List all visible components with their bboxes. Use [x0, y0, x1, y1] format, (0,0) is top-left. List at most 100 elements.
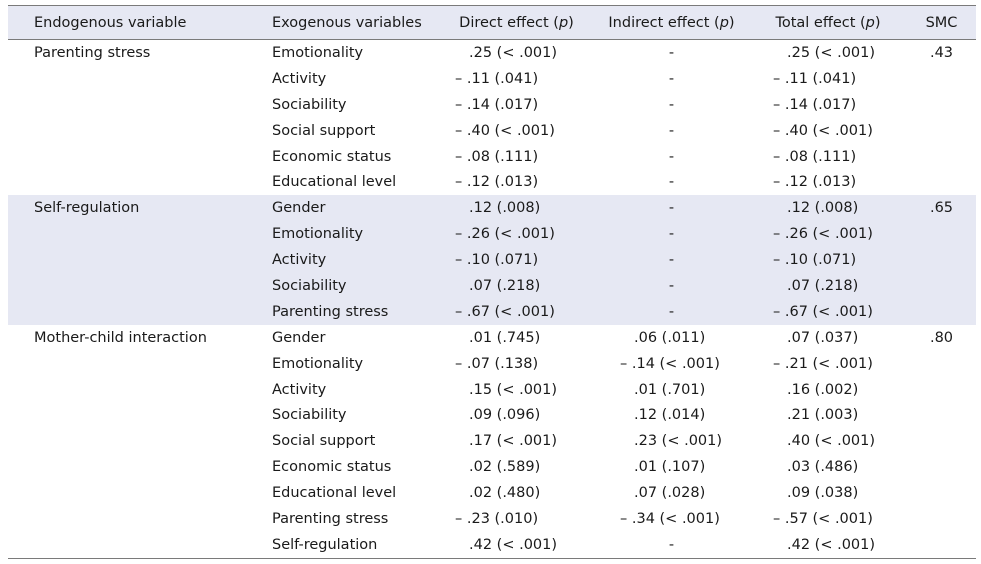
indirect-effect-cell: .12 (.014)	[594, 402, 749, 428]
indirect-effect-cell: – .14 (< .001)	[594, 351, 749, 377]
total-effect-cell: – .14 (.017)	[749, 92, 907, 118]
direct-effect-cell: .42 (< .001)	[439, 531, 594, 559]
exogenous-cell: Emotionality	[264, 40, 439, 66]
exogenous-cell: Parenting stress	[264, 298, 439, 325]
direct-effect-cell-text: – .14 (.017)	[455, 96, 539, 113]
exogenous-cell: Gender	[264, 325, 439, 351]
table-row: Self-regulation .42 (< .001) - .42 (< .001)	[8, 531, 976, 559]
header-smc: SMC	[907, 5, 976, 40]
indirect-effect-cell-text: -	[668, 226, 675, 243]
total-effect-cell-text: .16 (.002)	[787, 381, 859, 398]
exogenous-cell-text: Educational level	[272, 485, 397, 502]
exogenous-cell: Educational level	[264, 169, 439, 195]
direct-effect-cell-text: .02 (.480)	[469, 485, 541, 502]
exogenous-cell: Social support	[264, 428, 439, 454]
total-effect-cell: – .21 (< .001)	[749, 351, 907, 377]
indirect-effect-cell: -	[594, 247, 749, 274]
exogenous-cell: Emotionality	[264, 351, 439, 377]
total-effect-cell-text: .12 (.008)	[787, 200, 859, 217]
endogenous-cell: Mother-child interaction	[8, 325, 264, 351]
smc-cell	[907, 531, 976, 559]
exogenous-cell: Economic status	[264, 144, 439, 170]
exogenous-cell-text: Parenting stress	[272, 303, 389, 320]
total-effect-cell-text: .25 (< .001)	[787, 44, 876, 61]
exogenous-cell: Self-regulation	[264, 531, 439, 559]
total-effect-cell-text: – .11 (.041)	[773, 70, 857, 87]
exogenous-cell: Economic status	[264, 454, 439, 480]
endogenous-cell-text: Self-regulation	[34, 200, 140, 217]
indirect-effect-cell-text: .01 (.107)	[634, 459, 706, 476]
indirect-effect-cell-text: -	[668, 44, 675, 61]
indirect-effect-cell-text: -	[668, 536, 675, 553]
indirect-effect-cell: .06 (.011)	[594, 325, 749, 351]
smc-cell-text: .65	[929, 200, 954, 217]
indirect-effect-cell: – .34 (< .001)	[594, 506, 749, 532]
direct-effect-cell: – .07 (.138)	[439, 351, 594, 377]
header-exogenous: Exogenous variables	[264, 5, 439, 40]
indirect-effect-cell: -	[594, 273, 749, 299]
indirect-effect-cell-text: – .14 (< .001)	[620, 355, 720, 372]
smc-cell-text: .43	[929, 44, 954, 61]
indirect-effect-cell-text: .07 (.028)	[634, 485, 706, 502]
indirect-effect-cell: .23 (< .001)	[594, 428, 749, 454]
direct-effect-cell: .02 (.480)	[439, 480, 594, 506]
smc-cell	[907, 273, 976, 299]
indirect-effect-cell-text: .23 (< .001)	[634, 433, 723, 450]
smc-cell	[907, 298, 976, 325]
direct-effect-cell: – .12 (.013)	[439, 169, 594, 195]
endogenous-cell: Self-regulation	[8, 195, 264, 222]
total-effect-cell: .12 (.008)	[749, 195, 907, 222]
total-effect-cell: .42 (< .001)	[749, 531, 907, 559]
indirect-effect-cell-text: -	[668, 252, 675, 269]
direct-effect-cell-text: – .10 (.071)	[455, 252, 539, 269]
header-direct-effect: Direct effect (p)	[439, 5, 594, 40]
header-endogenous: Endogenous variable	[8, 5, 264, 40]
smc-cell	[907, 351, 976, 377]
exogenous-cell-text: Emotionality	[272, 226, 364, 243]
table-row: Social support .17 (< .001) .23 (< .001) .4…	[8, 428, 976, 454]
endogenous-cell	[8, 169, 264, 195]
smc-cell	[907, 169, 976, 195]
direct-effect-cell: – .67 (< .001)	[439, 298, 594, 325]
exogenous-cell: Gender	[264, 195, 439, 222]
endogenous-cell-text: Parenting stress	[34, 44, 151, 61]
indirect-effect-cell: -	[594, 195, 749, 222]
indirect-effect-cell-text: -	[668, 96, 675, 113]
smc-cell	[907, 377, 976, 403]
exogenous-cell-text: Activity	[272, 70, 327, 87]
exogenous-cell-text: Social support	[272, 433, 376, 450]
total-effect-cell: – .26 (< .001)	[749, 221, 907, 248]
table-row: Activity – .11 (.041) - – .11 (.041)	[8, 66, 976, 92]
total-effect-cell-text: .21 (.003)	[787, 407, 859, 424]
total-effect-cell: .16 (.002)	[749, 377, 907, 403]
exogenous-cell-text: Emotionality	[272, 44, 364, 61]
indirect-effect-cell: -	[594, 531, 749, 559]
table-row: Economic status – .08 (.111) - – .08 (.111)	[8, 144, 976, 170]
exogenous-cell: Activity	[264, 66, 439, 92]
endogenous-cell	[8, 144, 264, 170]
table-row: Self-regulation Gender .12 (.008) - .12 (.00…	[8, 195, 976, 222]
table-row: Sociability – .14 (.017) - – .14 (.017)	[8, 92, 976, 118]
table-row: Activity – .10 (.071) - – .10 (.071)	[8, 247, 976, 274]
indirect-effect-cell-text: -	[668, 122, 675, 139]
smc-cell	[907, 66, 976, 92]
table-row: Parenting stress – .67 (< .001) - – .67 (< …	[8, 298, 976, 325]
indirect-effect-cell: -	[594, 144, 749, 170]
indirect-effect-cell-text: .12 (.014)	[634, 407, 706, 424]
direct-effect-cell-text: – .67 (< .001)	[455, 303, 555, 320]
endogenous-cell	[8, 428, 264, 454]
exogenous-cell-text: Activity	[272, 252, 327, 269]
total-effect-cell-text: .03 (.486)	[787, 459, 859, 476]
indirect-effect-cell: -	[594, 118, 749, 144]
table-header: Endogenous variable Exogenous variables …	[8, 5, 976, 40]
total-effect-cell: .40 (< .001)	[749, 428, 907, 454]
total-effect-cell: – .57 (< .001)	[749, 506, 907, 532]
total-effect-cell-text: – .08 (.111)	[773, 148, 857, 165]
total-effect-cell: – .10 (.071)	[749, 247, 907, 274]
exogenous-cell-text: Sociability	[272, 277, 347, 294]
total-effect-cell: – .12 (.013)	[749, 169, 907, 195]
indirect-effect-cell-text: -	[668, 303, 675, 320]
indirect-effect-cell: -	[594, 66, 749, 92]
exogenous-cell-text: Self-regulation	[272, 536, 378, 553]
endogenous-cell	[8, 221, 264, 248]
